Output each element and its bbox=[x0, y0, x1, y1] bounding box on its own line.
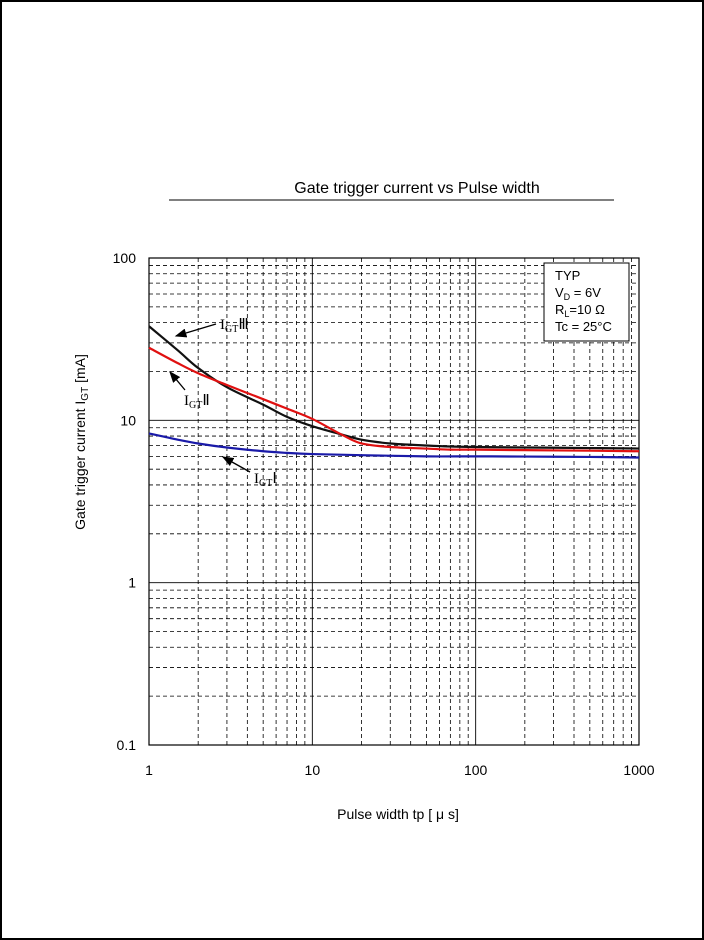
series-lines bbox=[148, 325, 640, 459]
condition-typ: TYP bbox=[555, 268, 580, 283]
y-tick-label: 10 bbox=[120, 412, 136, 428]
y-tick-label: 100 bbox=[113, 250, 137, 266]
annotation-igt-i: IGTⅠ bbox=[221, 456, 277, 489]
series-line-igt-ii bbox=[148, 346, 640, 453]
x-tick-label: 10 bbox=[305, 762, 321, 778]
label-igt-ii: IGTⅡ bbox=[184, 393, 210, 411]
y-tick-label: 0.1 bbox=[117, 737, 137, 753]
condition-tc: Tc = 25°C bbox=[555, 319, 612, 334]
series-line-igt-iii bbox=[148, 325, 640, 450]
condition-vd: VD = 6V bbox=[555, 285, 601, 302]
x-tick-label: 1 bbox=[145, 762, 153, 778]
conditions-box: TYP VD = 6V RL=10 Ω Tc = 25°C bbox=[543, 262, 630, 342]
annotation-igt-ii: IGTⅡ bbox=[169, 371, 210, 411]
x-tick-label: 1000 bbox=[623, 762, 654, 778]
label-igt-i: IGTⅠ bbox=[254, 471, 277, 489]
condition-rl: RL=10 Ω bbox=[555, 302, 605, 319]
grid-major bbox=[149, 258, 639, 745]
y-axis-label: Gate trigger current IGT [mA] bbox=[72, 354, 91, 530]
plot-frame bbox=[148, 257, 640, 746]
series-line-igt-i bbox=[148, 432, 640, 459]
x-tick-labels: 1 10 100 1000 bbox=[145, 762, 655, 778]
arrow-igt-i bbox=[221, 456, 251, 473]
x-axis-label: Pulse width tp [ μ s] bbox=[337, 806, 459, 822]
y-tick-labels: 0.1 1 10 100 bbox=[113, 250, 137, 753]
arrow-igt-iii bbox=[174, 323, 217, 338]
arrow-igt-ii bbox=[169, 371, 186, 391]
chart-title: Gate trigger current vs Pulse width bbox=[294, 180, 539, 197]
conditions-frame bbox=[543, 262, 630, 342]
label-igt-iii: IGTⅢ bbox=[220, 317, 249, 335]
annotation-igt-iii: IGTⅢ bbox=[174, 317, 249, 338]
y-tick-label: 1 bbox=[128, 575, 136, 591]
x-tick-label: 100 bbox=[464, 762, 488, 778]
